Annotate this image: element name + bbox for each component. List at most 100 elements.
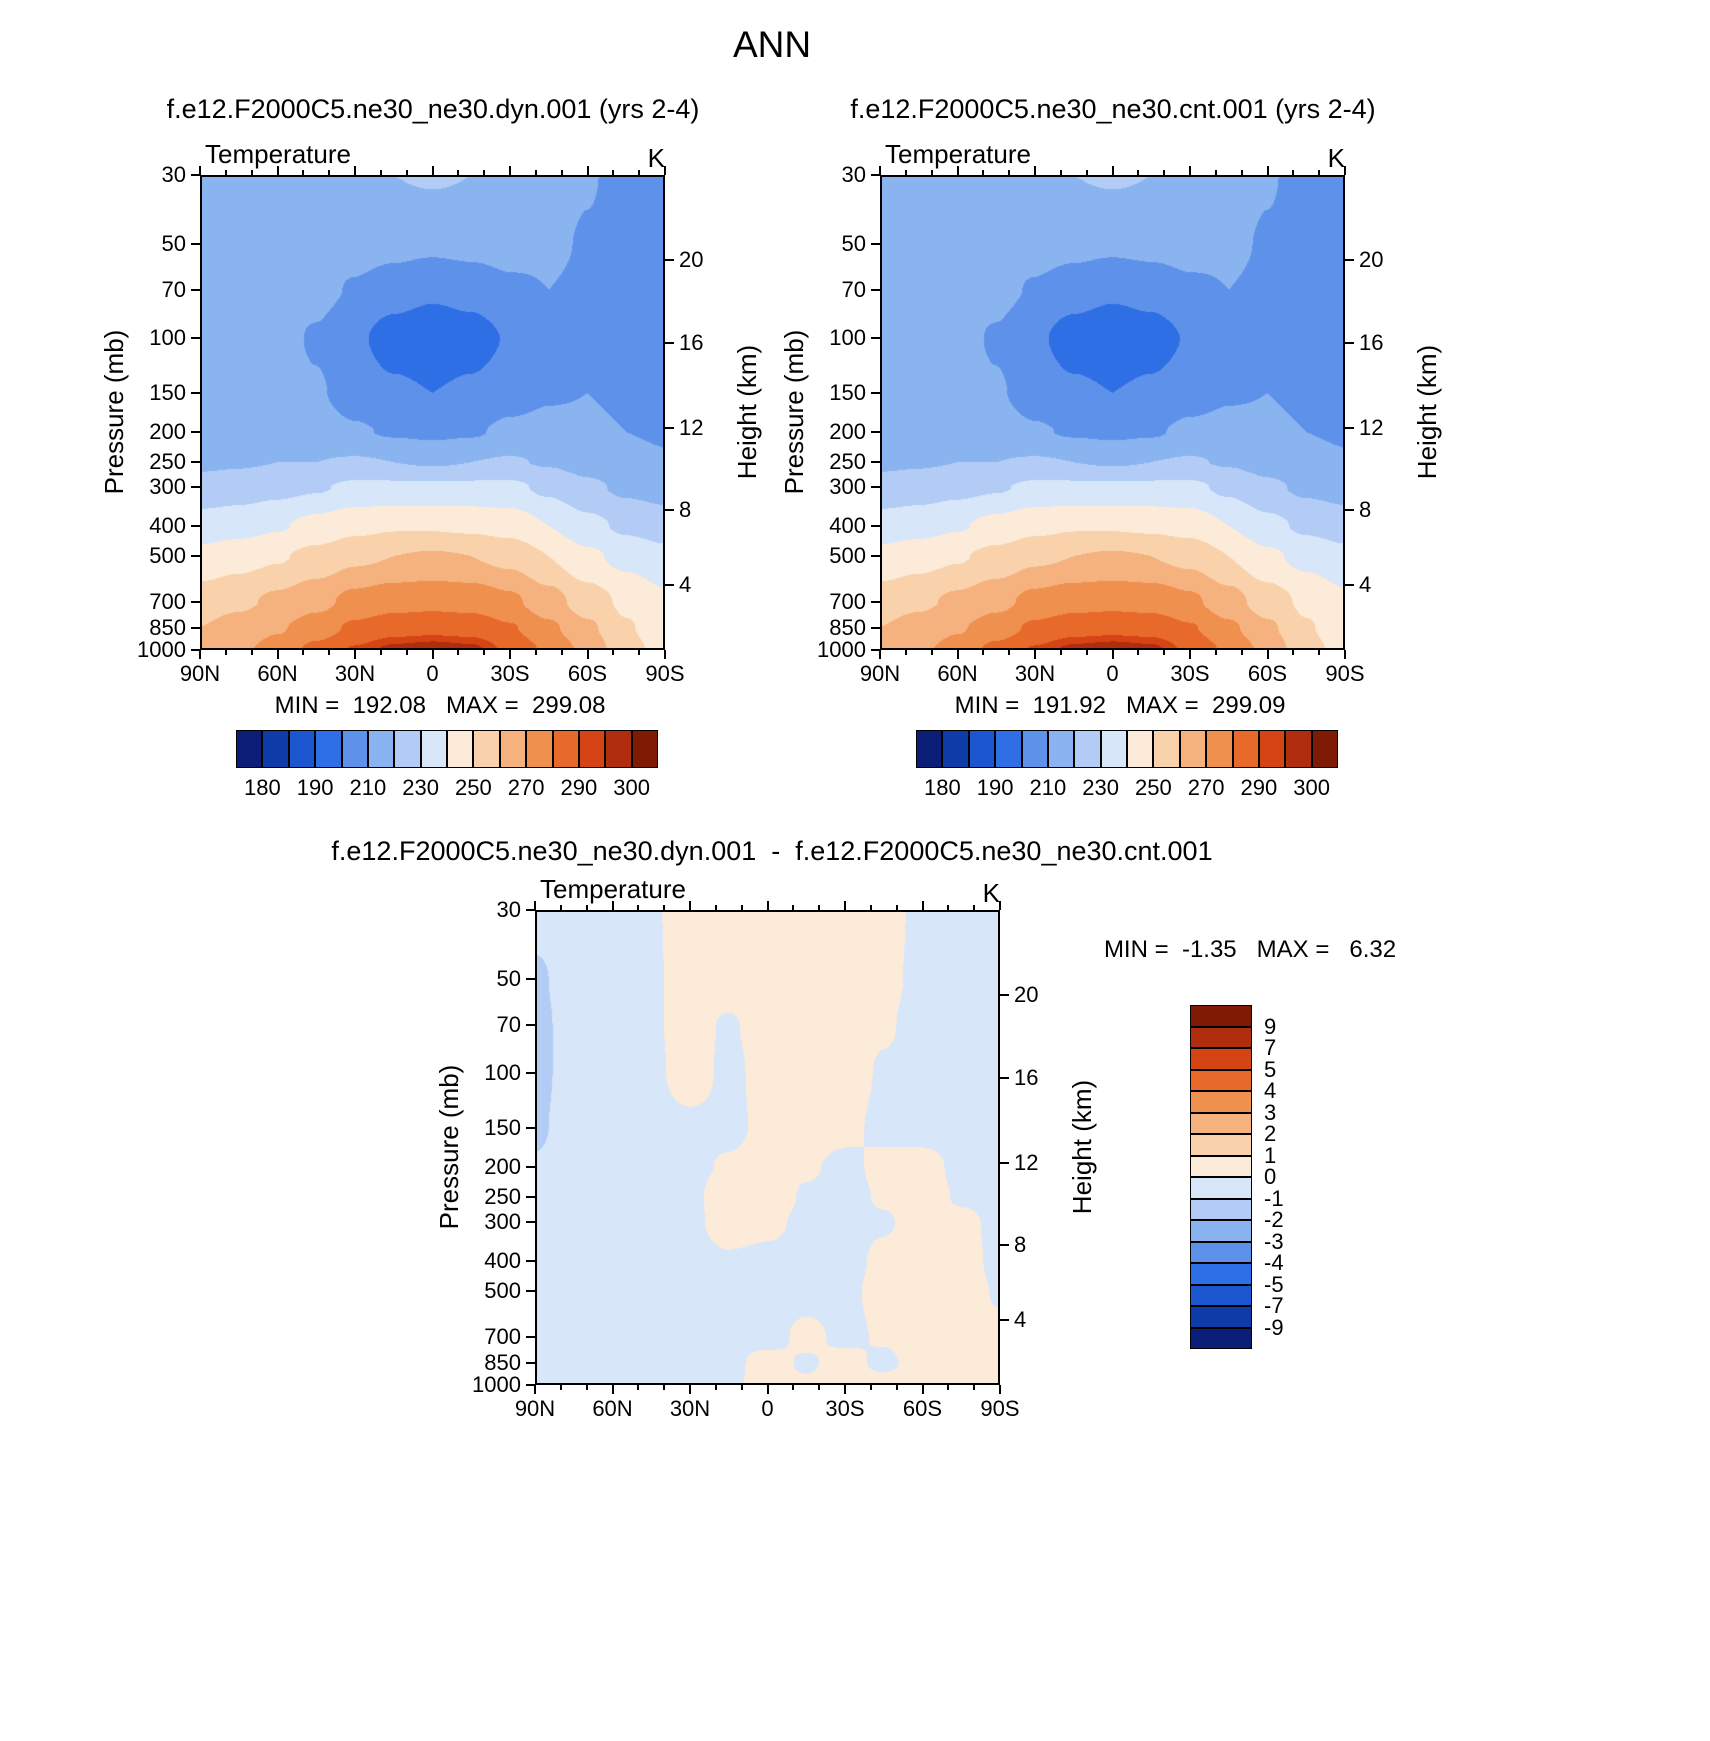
latitude-minor-tick [457,650,460,655]
height-tick-label: 16 [1014,1065,1039,1091]
latitude-minor-tick [792,1385,795,1390]
latitude-minor-tick [1059,650,1062,655]
colorbar-label: 190 [976,775,1014,800]
latitude-minor-tick [379,170,382,175]
colorbar-label: 300 [1293,775,1330,800]
latitude-tick-label: 90N [859,661,901,686]
latitude-tick [999,1385,1001,1394]
colorbar-cell [942,730,969,768]
pressure-tick [191,524,200,527]
colorbar-cell [1190,1026,1252,1048]
latitude-minor-tick [612,170,615,175]
colorbar-label: 4 [1264,1078,1277,1103]
height-tick-label: 12 [679,414,704,440]
latitude-tick-label: 60N [257,661,298,686]
colorbar-label: 290 [1240,775,1278,800]
colorbar-cell [367,730,395,768]
height-tick-label: 12 [1014,1149,1039,1175]
colorbar-cell [447,730,474,768]
pressure-tick-label: 50 [496,966,521,992]
pressure-tick-label: 150 [829,380,866,405]
colorbar-cell [1232,730,1259,768]
pressure-tick-label: 400 [829,512,866,538]
latitude-minor-tick [1085,170,1088,175]
colorbar-cell [288,730,316,768]
pressure-tick-label: 30 [161,162,186,187]
colorbar-cell [341,730,368,768]
latitude-minor-tick [714,1385,717,1390]
pressure-tick-label: 150 [484,1115,521,1140]
pressure-tick [191,392,200,394]
pressure-tick [526,1127,535,1129]
latitude-minor-tick [328,170,331,175]
height-tick-label: 16 [1359,330,1384,356]
colorbar-label: -9 [1264,1314,1284,1340]
pressure-tick-label: 150 [149,380,186,405]
pressure-tick-label: 70 [841,276,866,302]
height-tick-label: 8 [679,497,692,523]
latitude-tick [921,1385,924,1394]
colorbar-cell [1285,730,1312,768]
pressure-tick-label: 70 [161,276,186,302]
colorbar-cell [262,730,289,768]
height-tick-label: 20 [1014,981,1039,1007]
panel-title-cnt: f.e12.F2000C5.ne30_ne30.cnt.001 (yrs 2-4… [850,94,1376,124]
pressure-tick [191,174,200,176]
latitude-minor-tick [457,170,460,175]
latitude-minor-tick [895,905,898,910]
colorbar-label: 270 [507,775,545,800]
latitude-tick-label: 90S [980,1396,1020,1421]
latitude-tick [766,901,769,910]
pressure-tick-label: 300 [829,473,866,499]
latitude-minor-tick [740,1385,743,1390]
panel-title-diff: f.e12.F2000C5.ne30_ne30.dyn.001 - f.e12.… [331,836,1213,866]
pressure-tick [871,288,880,291]
colorbar-cell [1021,730,1048,768]
latitude-tick [844,901,846,910]
colorbar-label: -5 [1264,1271,1284,1297]
latitude-tick [664,650,666,659]
latitude-minor-tick [982,170,985,175]
latitude-tick-label: 60N [937,661,978,686]
pressure-tick [526,1196,535,1199]
latitude-minor-tick [1059,170,1062,175]
y-axis-title-pressure: Pressure (mb) [779,329,809,495]
pressure-tick-label: 250 [829,449,866,475]
pressure-tick [871,430,880,433]
pressure-tick [871,600,880,603]
pressure-tick [871,337,880,340]
colorbar-label: 290 [560,775,598,800]
colorbar-cell [394,730,421,768]
colorbar-cell [1074,730,1101,768]
units-label-cnt: K [1327,143,1345,173]
colorbar-cell [916,730,943,768]
colorbar-cell [1100,730,1127,768]
latitude-minor-tick [904,170,907,175]
minmax-cnt: MIN = 191.92 MAX = 299.09 [954,692,1286,719]
pressure-tick-label: 200 [829,418,866,444]
pressure-tick-label: 500 [829,543,866,569]
latitude-tick-label: 30N [334,661,376,686]
latitude-minor-tick [483,650,486,655]
colorbar-cell [473,730,500,768]
latitude-minor-tick [559,905,562,910]
colorbar-label: 190 [296,775,334,800]
colorbar-label: 1 [1264,1142,1277,1168]
pressure-tick-label: 100 [149,325,186,351]
latitude-minor-tick [559,1385,562,1390]
pressure-tick-label: 200 [484,1153,521,1179]
pressure-tick [526,1290,535,1293]
pressure-tick-label: 500 [484,1278,521,1304]
pressure-tick [191,243,200,246]
latitude-tick [509,166,511,175]
latitude-minor-tick [1163,170,1166,175]
pressure-tick-label: 100 [829,325,866,351]
height-tick [1000,1161,1009,1164]
latitude-tick [431,650,434,659]
colorbar-cell [968,730,996,768]
pressure-tick [526,909,535,911]
height-tick-label: 4 [1359,571,1372,597]
colorbar-cell [315,730,342,768]
latitude-minor-tick [1318,650,1321,655]
height-tick [1345,258,1354,261]
